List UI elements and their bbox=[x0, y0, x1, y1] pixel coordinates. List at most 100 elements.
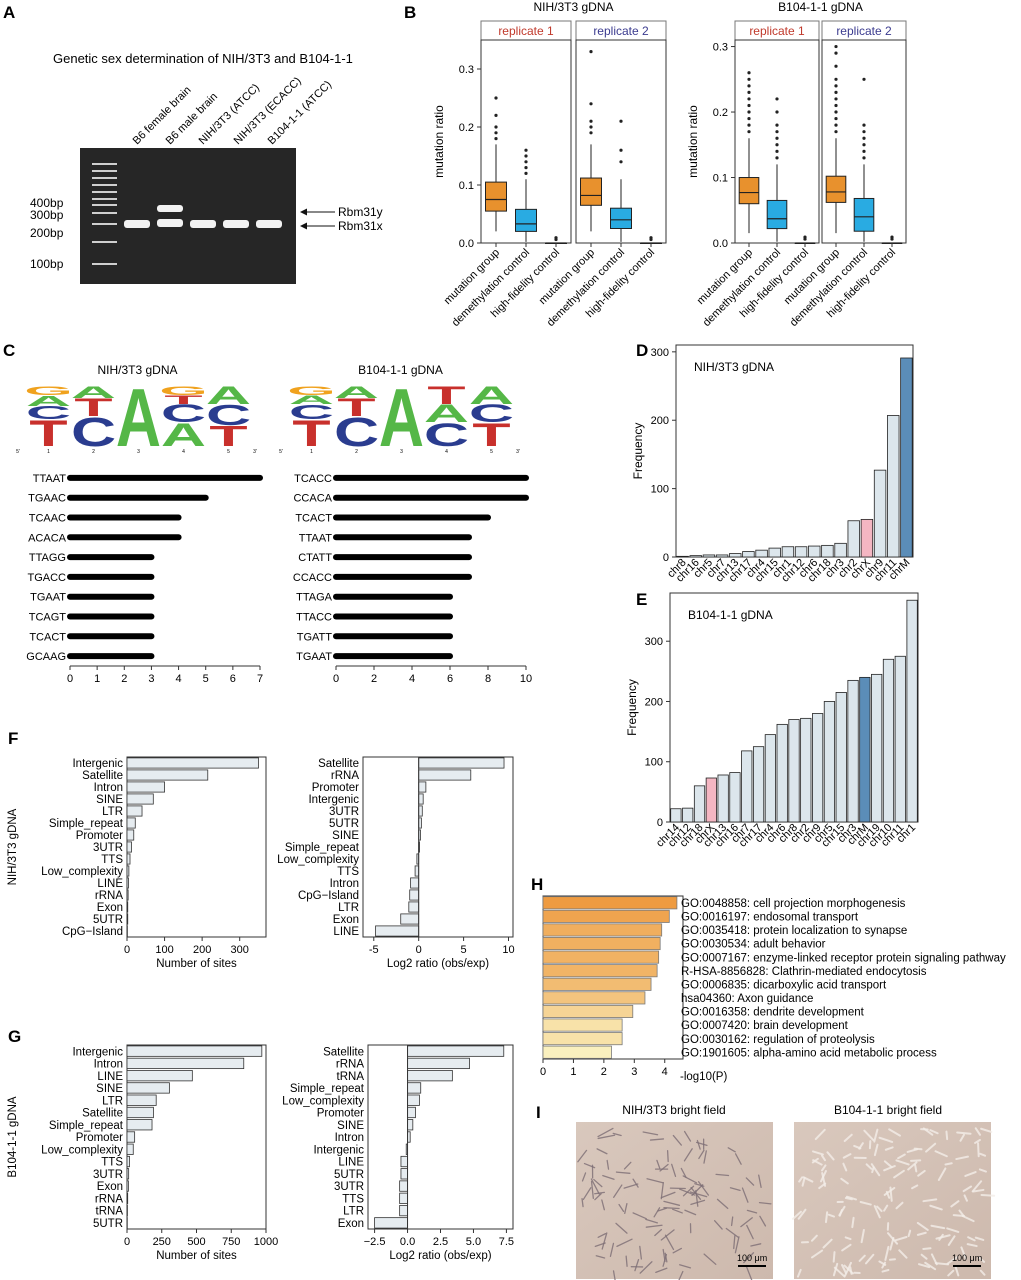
cell-stroke bbox=[659, 1163, 669, 1172]
cell-stroke bbox=[682, 1185, 695, 1197]
x-tick-label: 500 bbox=[187, 1236, 205, 1248]
cell-stroke bbox=[679, 1188, 696, 1196]
cell-stroke bbox=[955, 1155, 969, 1161]
box-outlier bbox=[494, 96, 498, 100]
y-axis-label: Frequency bbox=[625, 679, 639, 736]
cell-stroke bbox=[601, 1232, 608, 1250]
cell-stroke bbox=[954, 1265, 960, 1277]
x-axis-label: Log2 ratio (obs/exp) bbox=[389, 1250, 491, 1262]
x-tick-label: 6 bbox=[447, 673, 453, 685]
category-label: Intergenic bbox=[313, 1144, 364, 1156]
category-label: Promoter bbox=[76, 1132, 123, 1144]
gel-bands bbox=[124, 205, 282, 228]
cell-stroke bbox=[972, 1188, 985, 1193]
bar bbox=[126, 769, 209, 781]
bar bbox=[126, 1057, 245, 1070]
cell-stroke bbox=[881, 1261, 887, 1269]
bar bbox=[752, 746, 765, 823]
bar bbox=[542, 1004, 634, 1018]
x-tick-label: 7.5 bbox=[499, 1236, 514, 1248]
cell-stroke bbox=[695, 1189, 699, 1207]
x-tick-label: 5 bbox=[461, 944, 467, 956]
cell-stroke bbox=[814, 1128, 826, 1141]
x-tick-label: 8 bbox=[485, 673, 491, 685]
cell-stroke bbox=[843, 1133, 853, 1143]
facet-label: replicate 2 bbox=[836, 24, 892, 38]
logo-tick: 2 bbox=[92, 449, 95, 455]
y-tick-label: 300 bbox=[651, 347, 669, 359]
bar bbox=[126, 1143, 134, 1155]
cell-stroke bbox=[960, 1246, 967, 1260]
category-label: rRNA bbox=[331, 770, 359, 782]
cell-stroke bbox=[684, 1209, 697, 1216]
cell-stroke bbox=[624, 1203, 628, 1215]
category-label: 3UTR bbox=[334, 1181, 364, 1193]
cell-texture bbox=[791, 1127, 996, 1278]
bar bbox=[729, 553, 742, 558]
cell-stroke bbox=[725, 1227, 739, 1238]
box-plot-b104: B104-1-1 gDNA mutation ratio 0.0 0.1 0.2 0.3 r… bbox=[686, 0, 907, 329]
logo-title: B104-1-1 gDNA bbox=[358, 363, 443, 377]
cell-stroke bbox=[758, 1201, 772, 1205]
bar bbox=[126, 805, 143, 817]
cell-stroke bbox=[844, 1261, 852, 1277]
box-outlier bbox=[834, 51, 838, 55]
cell-stroke bbox=[616, 1238, 633, 1248]
box-outlier bbox=[619, 160, 623, 164]
x-tick-label: 0 bbox=[67, 673, 73, 685]
category-label: Intron bbox=[94, 782, 123, 794]
cell-stroke bbox=[916, 1221, 929, 1231]
cell-stroke bbox=[873, 1128, 879, 1143]
box-outlier bbox=[834, 44, 838, 49]
category-label: CCACA bbox=[293, 493, 332, 505]
cell-stroke bbox=[881, 1269, 890, 1273]
cell-stroke bbox=[832, 1262, 839, 1277]
cell-stroke bbox=[639, 1261, 653, 1274]
y-axis-label: mutation ratio bbox=[432, 105, 446, 178]
bar bbox=[126, 1045, 263, 1057]
cell-stroke bbox=[884, 1146, 894, 1151]
category-label: LTR bbox=[102, 1095, 123, 1107]
box-outlier bbox=[524, 148, 528, 152]
cell-stroke bbox=[838, 1205, 846, 1217]
category-label: SINE bbox=[96, 794, 123, 806]
cell-stroke bbox=[959, 1133, 965, 1142]
annotation-ratio-chart-nih3t3: SatelliterRNAPromoterIntergenic3UTR5UTRS… bbox=[277, 756, 515, 970]
x-axis-label: Log2 ratio (obs/exp) bbox=[387, 958, 489, 970]
box-outlier bbox=[747, 130, 751, 134]
logo-letter: A bbox=[334, 383, 379, 401]
box-outlier bbox=[834, 77, 838, 81]
micrograph-title: B104-1-1 bright field bbox=[834, 1103, 942, 1117]
box-outlier bbox=[747, 116, 751, 121]
box-outlier bbox=[619, 148, 623, 152]
category-label: TGAAT bbox=[296, 651, 332, 663]
x-tick-label: 4 bbox=[176, 673, 182, 685]
logo-letter: T bbox=[472, 416, 510, 453]
cell-stroke bbox=[642, 1131, 659, 1136]
cell-stroke bbox=[820, 1170, 827, 1183]
y-tick-label: 0.1 bbox=[713, 173, 728, 185]
cell-stroke bbox=[663, 1207, 680, 1210]
x-tick-label: 300 bbox=[231, 944, 249, 956]
cell-stroke bbox=[863, 1129, 875, 1141]
logo-tick: 4 bbox=[445, 449, 448, 455]
bar bbox=[768, 547, 781, 558]
category-label: LINE bbox=[338, 1157, 364, 1169]
logo-letter: C bbox=[289, 400, 334, 423]
cell-stroke bbox=[962, 1185, 973, 1193]
cell-stroke bbox=[634, 1258, 640, 1272]
cell-stroke bbox=[818, 1182, 827, 1190]
cell-stroke bbox=[802, 1176, 814, 1183]
bar bbox=[693, 785, 706, 823]
logo-letter: T bbox=[29, 413, 67, 454]
gel-panel: Genetic sex determination of NIH/3T3 and… bbox=[30, 51, 383, 284]
category-label: ACACA bbox=[28, 532, 67, 544]
bar bbox=[126, 901, 129, 913]
box-outlier bbox=[862, 149, 866, 153]
x-tick-label: 1 bbox=[94, 673, 100, 685]
bar bbox=[542, 896, 678, 910]
panel-label-i: I bbox=[536, 1103, 541, 1122]
cell-stroke bbox=[845, 1195, 857, 1201]
bar bbox=[689, 555, 702, 558]
box-outlier bbox=[862, 123, 866, 127]
